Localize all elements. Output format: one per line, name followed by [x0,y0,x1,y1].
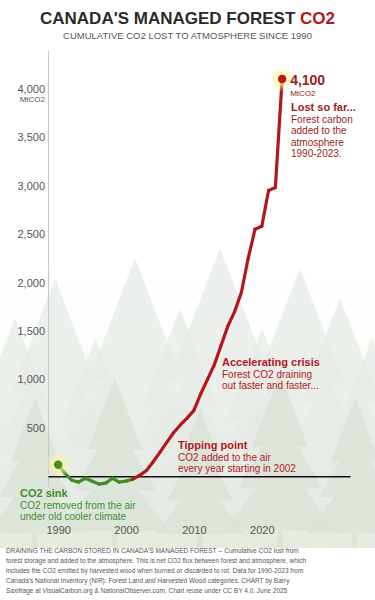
point-glow [48,452,71,478]
annotation-text: out faster and faster... [222,380,319,391]
tree [0,398,83,548]
line-segment [248,229,255,258]
annotation-text: atmosphere [291,137,344,148]
line-segment [153,452,160,462]
line-segment [207,365,214,380]
y-tick: 500 [27,422,48,434]
y-tick-label: 2,500 [17,228,45,240]
value-label: 4,100 [290,72,325,88]
annotation-text: 1990-2023. [291,148,342,159]
title-word: MANAGED [134,9,227,28]
annotation-text: every year starting in 2002 [178,463,296,474]
y-axis-unit: MtCO2 [20,95,46,104]
annotation-title: Accelerating crisis [222,356,320,368]
y-tick: 1,000 [17,373,48,385]
y-tick: 3,000 [17,180,48,192]
plot-area [48,66,295,484]
line-segment [221,326,228,345]
value-label-unit: MtCO2 [290,89,316,98]
annotation-text: added to the [291,125,347,136]
y-tick-label: 500 [27,422,45,434]
footer-text: DRAINING THE CARBON STORED IN CANADA'S M… [6,547,299,554]
y-axis: 500 1,000 1,500 2,000 2,500 3,000 3,500 4,000 [17,51,48,487]
x-tick-label: 2000 [114,524,138,536]
x-tick-label: 1990 [46,524,70,536]
annotation-title: Tipping point [178,439,248,451]
y-tick: 2,500 [17,228,48,240]
tree [61,378,170,548]
y-tick-label: 3,000 [17,180,45,192]
footer-text: Canada's National Inventory (NIR): Fores… [6,577,290,585]
y-tick-label: 1,500 [17,325,45,337]
annotation-text: CO2 added to the air [178,452,272,463]
annotation-title: CO2 sink [20,487,69,499]
x-tick-label: 2020 [250,524,274,536]
chart-subtitle: CUMULATIVE CO2 LOST TO ATMOSPHERE SINCE … [63,30,312,41]
annotation-text: Forest CO2 draining [222,369,312,380]
chart-container: CANADA'S MANAGED FOREST CO2 CUMULATIVE CO… [0,0,375,600]
y-tick: 3,500 [17,131,48,143]
line-segment [167,433,174,443]
line-segment [146,462,153,471]
y-tick: 1,500 [17,325,48,337]
line-segment [228,312,235,327]
y-axis-line [48,51,49,487]
line-segment [194,394,201,410]
x-tick-label: 2010 [182,524,206,536]
tree [307,398,375,548]
footer-text: Saxifrage at VisualCarbon.org & National… [6,587,288,595]
footer-text: includes the CO2 emitted by harvested wo… [6,567,303,575]
y-tick: 4,000 [17,83,48,95]
x-axis-line [49,476,351,478]
y-tick-label: 3,500 [17,131,45,143]
line-segment [235,292,242,311]
footer-text: forest storage and added to the atmosphe… [6,557,307,565]
annotation-text: under old cooler climate [20,511,127,522]
x-tick: 2010 [182,476,206,536]
line-segment [160,442,167,452]
x-tick: 2020 [250,476,274,536]
y-tick: 2,000 [17,277,48,289]
line-segment [241,258,248,292]
point [54,460,62,468]
y-tick-label: 4,000 [17,83,45,95]
chart-title: CANADA'S MANAGED FOREST CO2 [40,9,335,28]
background [0,248,375,548]
title-word: FOREST [226,9,300,28]
annotation-title: Lost so far... [291,101,356,113]
point [278,75,286,83]
chart-svg: CANADA'S MANAGED FOREST CO2 CUMULATIVE CO… [0,0,375,600]
line-segment [214,346,221,365]
title-word: CO2 [300,9,335,28]
y-tick-label: 1,000 [17,373,45,385]
line-segment [201,379,208,394]
annotation-text: CO2 removed from the air [20,500,136,511]
line-segment [275,79,282,188]
title-word: CANADA'S [40,9,134,28]
annotation-text: Forest carbon [291,114,353,125]
line-segment [262,190,269,226]
y-tick-label: 2,000 [17,277,45,289]
